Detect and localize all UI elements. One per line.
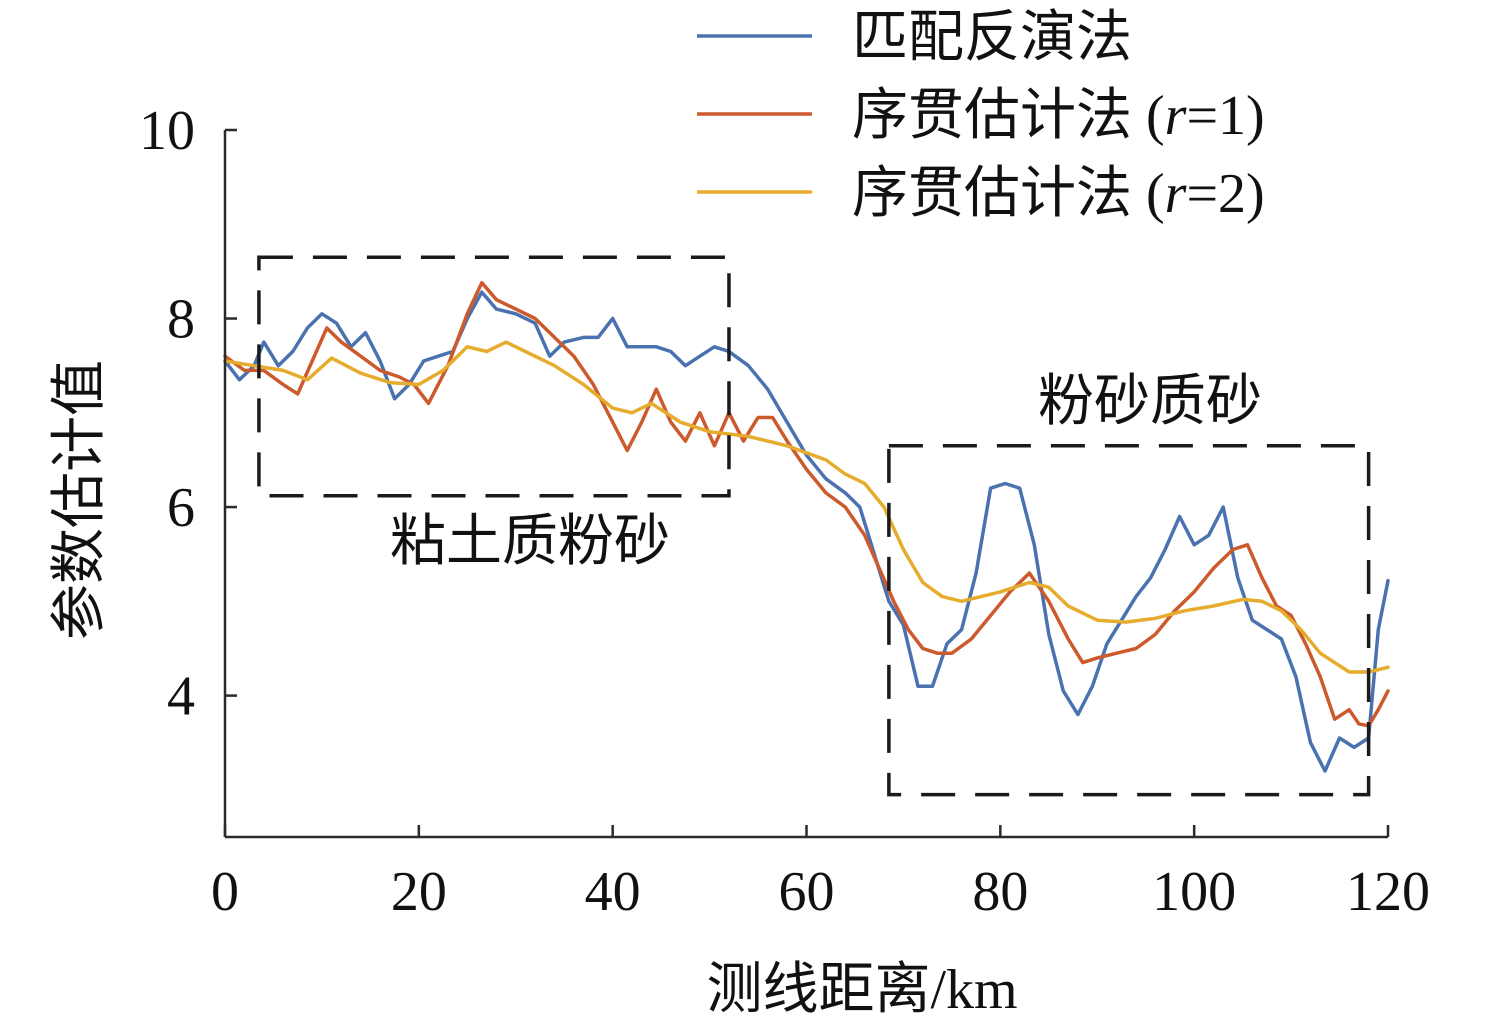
y-tick-label: 4 [167, 666, 195, 728]
y-axis-label: 参数估计值 [49, 360, 111, 640]
x-tick-label: 40 [585, 861, 641, 923]
y-tick-label: 10 [139, 100, 195, 162]
x-tick-label: 80 [972, 861, 1028, 923]
y-tick-label: 8 [167, 289, 195, 351]
region-box-1 [257, 255, 731, 498]
legend-label-1: 匹配反演法 [852, 7, 1132, 69]
x-tick-label: 20 [391, 861, 447, 923]
x-tick-label: 120 [1346, 861, 1430, 923]
series-layer [223, 280, 1390, 773]
legend-label-2: 序贯估计法 (r=1) [852, 85, 1265, 147]
series-line-3 [223, 340, 1390, 674]
legend-label-3: 序贯估计法 (r=2) [852, 163, 1265, 225]
annotation-layer: 粘土质粉砂 粉砂质砂 [257, 255, 1371, 797]
region-label-1: 粘土质粉砂 [390, 511, 670, 573]
x-axis-label: 测线距离/km [706, 959, 1017, 1021]
x-tick-label: 0 [211, 861, 239, 923]
region-box-2 [887, 444, 1371, 797]
x-tick-label: 100 [1152, 861, 1236, 923]
x-tick-label: 60 [779, 861, 835, 923]
axes: 0 20 40 60 80 100 120 4 6 8 10 [139, 100, 1430, 923]
y-tick-label: 6 [167, 477, 195, 539]
region-label-2: 粉砂质砂 [1038, 371, 1262, 433]
series-line-2 [223, 280, 1390, 728]
